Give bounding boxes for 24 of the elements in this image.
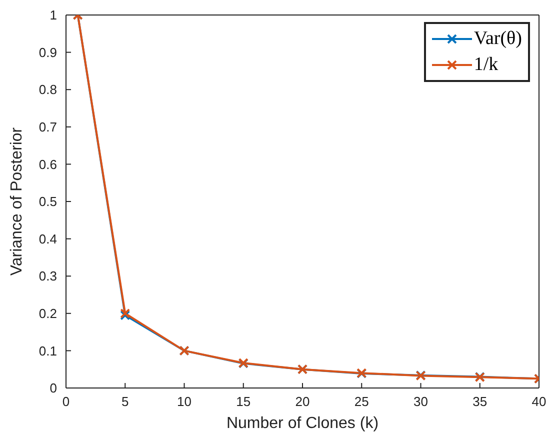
y-tick-label: 0.2 <box>38 306 57 322</box>
y-tick-label: 1 <box>50 8 57 23</box>
x-tick-label: 30 <box>414 394 428 410</box>
x-tick-label: 35 <box>472 394 488 410</box>
x-axis-title: Number of Clones (k) <box>226 415 379 432</box>
y-tick-label: 0.4 <box>38 231 57 246</box>
x-tick-label: 15 <box>236 394 251 410</box>
x-tick-label: 5 <box>122 394 129 410</box>
y-tick-label: 0.6 <box>38 156 57 172</box>
y-tick-label: 0.5 <box>38 194 57 210</box>
y-tick-label: 0.1 <box>38 343 57 358</box>
y-axis-title: Variance of Posterior <box>8 126 26 276</box>
y-tick-label: 0.7 <box>38 120 57 135</box>
x-tick-label: 20 <box>295 394 310 410</box>
x-tick-label: 10 <box>177 394 192 410</box>
x-tick-label: 40 <box>532 394 546 410</box>
y-tick-label: 0.9 <box>38 44 57 60</box>
y-tick-label: 0 <box>50 380 57 396</box>
legend-label: 1/k <box>474 53 498 77</box>
x-tick-label: 0 <box>62 394 70 410</box>
y-tick-label: 0.3 <box>38 268 57 284</box>
x-tick-label: 25 <box>354 394 369 410</box>
legend-label: Var(θ) <box>474 27 522 51</box>
y-tick-label: 0.8 <box>38 82 57 98</box>
